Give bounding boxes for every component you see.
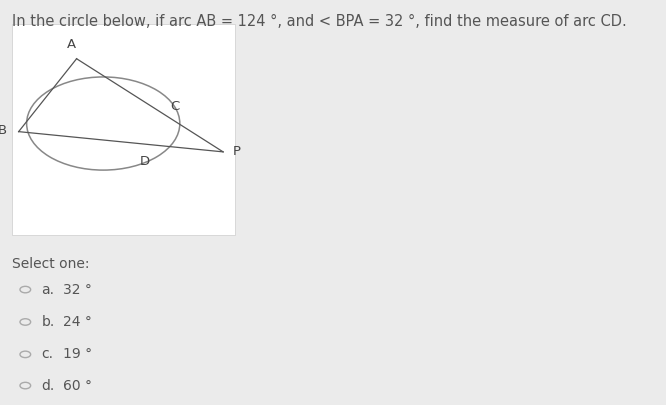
Text: D: D [140,155,151,168]
Text: 60 °: 60 ° [63,379,93,392]
Text: a.: a. [41,283,55,296]
Text: 32 °: 32 ° [63,283,92,296]
Text: 24 °: 24 ° [63,315,92,329]
Text: B: B [0,124,7,137]
Text: A: A [67,38,76,51]
Text: b.: b. [41,315,55,329]
Text: d.: d. [41,379,55,392]
Text: In the circle below, if arc AB = 124 °, and < BPA = 32 °, find the measure of ar: In the circle below, if arc AB = 124 °, … [12,14,627,29]
Text: c.: c. [41,347,53,361]
Text: C: C [170,100,179,113]
Text: Select one:: Select one: [12,257,89,271]
Text: P: P [232,145,240,158]
FancyBboxPatch shape [12,24,235,235]
Text: 19 °: 19 ° [63,347,93,361]
